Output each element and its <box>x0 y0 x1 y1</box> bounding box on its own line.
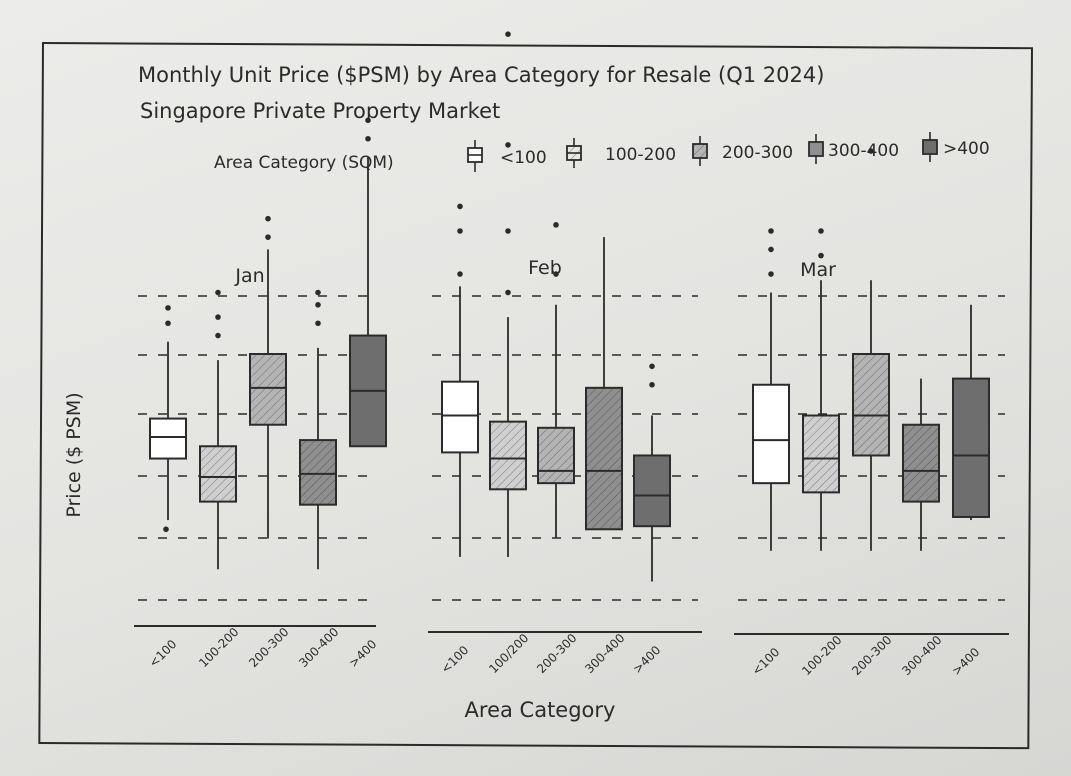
outlier-point <box>457 228 463 234</box>
outlier-point <box>315 320 321 327</box>
legend-label-lt100: <100 <box>500 148 547 168</box>
legend-swatch-gt400 <box>922 139 938 155</box>
box-hatch <box>853 354 889 456</box>
outlier-point <box>649 363 655 370</box>
legend-item-100-200: 100-200 <box>566 138 676 168</box>
chart-title: Monthly Unit Price ($PSM) by Area Catego… <box>138 63 824 87</box>
outlier-point <box>215 314 221 320</box>
outlier-point <box>505 142 511 148</box>
box-hatch <box>586 387 622 530</box>
legend-item-lt100: <100 <box>467 140 547 172</box>
x-tick-label: <100 <box>438 643 471 676</box>
legend-label-gt400: >400 <box>943 139 990 159</box>
box-hatch <box>538 427 574 484</box>
box-hatch <box>490 421 526 490</box>
x-tick-label: 200-300 <box>849 633 894 678</box>
outlier-point <box>649 381 655 388</box>
box-body <box>952 377 990 518</box>
legend-label-200-300: 200-300 <box>722 143 793 163</box>
legend-label-300-400: 300-400 <box>828 141 899 161</box>
box-body <box>752 383 790 485</box>
outlier-point <box>165 320 171 327</box>
outlier-point <box>553 222 559 228</box>
outlier-point <box>315 289 321 296</box>
outlier-point <box>165 305 171 311</box>
chart-subtitle: Singapore Private Property Market <box>140 99 500 123</box>
outlier-point <box>215 332 221 339</box>
x-tick-label: 100-200 <box>799 633 844 678</box>
outlier-point <box>768 246 774 253</box>
box-mar-5: >400 <box>949 304 990 678</box>
outlier-point <box>768 228 774 234</box>
panel-title: Jan <box>234 265 264 287</box>
box-feb-1: <100 <box>438 203 479 676</box>
panel-mar: Mar <100 100-200 200-300 300-400 >400 <box>734 148 1009 678</box>
box-body <box>441 380 479 454</box>
panel-feb: Feb<100 100/200 200-300 300-400 >400 <box>428 31 702 676</box>
box-feb-5: >400 <box>630 363 671 676</box>
x-tick-label: <100 <box>749 645 782 678</box>
x-tick-label: >400 <box>346 637 379 670</box>
legend-item-200-300: 200-300 <box>692 136 793 166</box>
x-tick-label: >400 <box>630 643 663 676</box>
box-jan-2: 100-200 <box>196 289 242 670</box>
x-tick-label: 200-300 <box>246 625 291 670</box>
outlier-point <box>818 228 824 234</box>
outlier-point <box>505 289 511 296</box>
outlier-point <box>365 135 371 142</box>
outlier-point <box>315 302 321 308</box>
panel-title: Mar <box>800 259 836 281</box>
box-mar-3: 200-300 <box>849 148 895 678</box>
x-tick-label: 100-200 <box>196 625 241 670</box>
box-hatch <box>300 440 336 505</box>
box-hatch <box>803 415 839 493</box>
outlier-point <box>768 271 774 277</box>
outlier-point <box>505 31 511 37</box>
x-tick-label: 300-400 <box>296 625 341 670</box>
x-tick-label: >400 <box>949 645 982 678</box>
outlier-point <box>163 526 169 533</box>
x-axis-label: Area Category <box>465 698 616 722</box>
box-body <box>149 417 187 460</box>
box-jan-1: <100 <box>146 305 187 670</box>
outlier-point <box>505 228 511 234</box>
legend: Area Category (SQM) <100 100-200 <box>214 132 990 173</box>
legend-swatch-300-400 <box>808 141 824 157</box>
box-body <box>633 454 671 528</box>
legend-label-100-200: 100-200 <box>605 145 676 165</box>
legend-title: Area Category (SQM) <box>214 153 394 173</box>
box-hatch <box>903 424 939 502</box>
legend-item-300-400: 300-400 <box>808 134 899 164</box>
outlier-point <box>365 117 371 124</box>
outlier-point <box>215 289 221 296</box>
outlier-point <box>265 234 271 240</box>
x-tick-label: 300-400 <box>582 631 627 676</box>
box-hatch <box>200 446 236 502</box>
x-tick-label: <100 <box>146 637 179 670</box>
outlier-point <box>818 252 824 259</box>
box-hatch <box>250 354 286 425</box>
outlier-point <box>265 215 271 222</box>
outlier-point <box>457 203 463 210</box>
box-feb-4: 300-400 <box>582 237 628 676</box>
x-tick-label: 100/200 <box>486 631 531 676</box>
outlier-point <box>868 148 874 154</box>
x-tick-label: 200-300 <box>534 631 579 676</box>
box-feb-2: 100/200 <box>486 31 531 676</box>
box-mar-4: 300-400 <box>899 378 945 678</box>
outlier-point <box>553 271 559 277</box>
outlier-point <box>457 271 463 277</box>
x-tick-label: 300-400 <box>899 633 944 678</box>
box-jan-4: 300-400 <box>296 289 342 670</box>
y-axis-label: Price ($ PSM) <box>63 392 85 517</box>
legend-item-gt400: >400 <box>922 132 990 162</box>
box-mar-1: <100 <box>749 228 790 678</box>
box-feb-3: 200-300 <box>534 222 580 676</box>
